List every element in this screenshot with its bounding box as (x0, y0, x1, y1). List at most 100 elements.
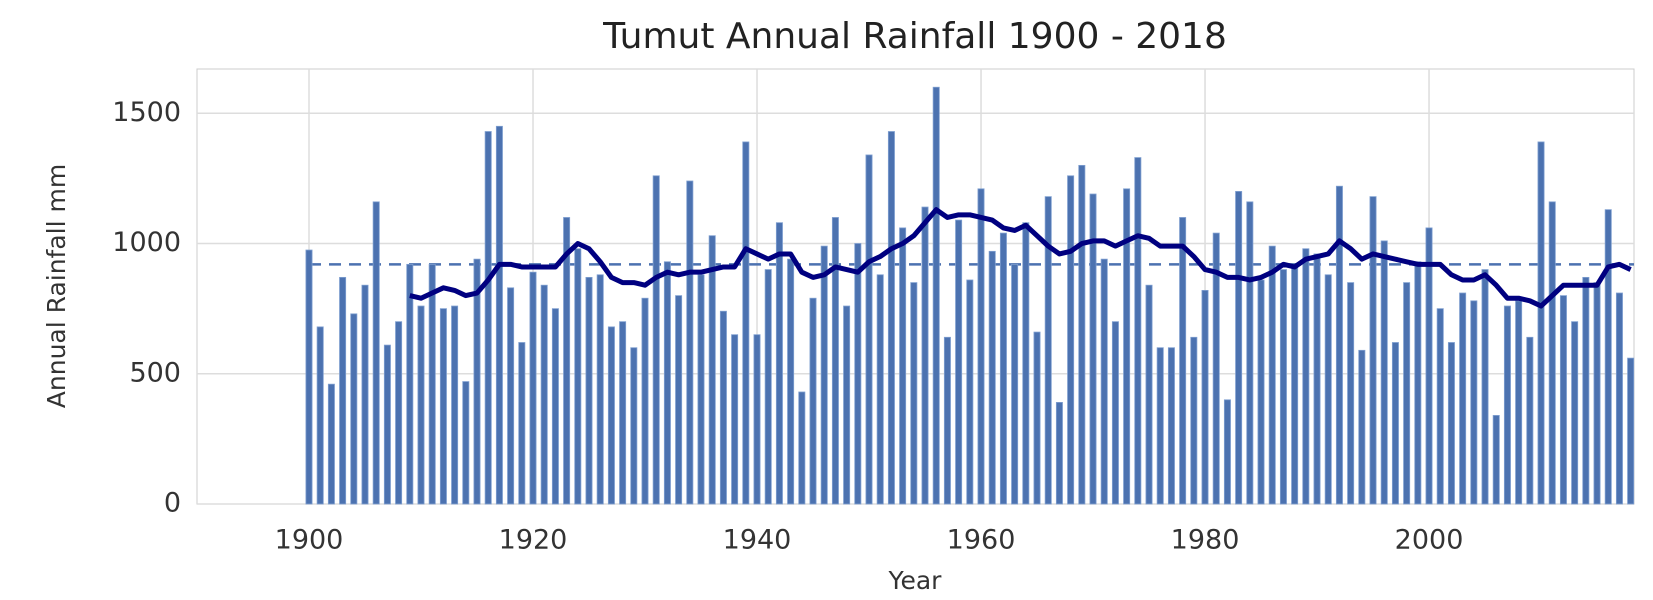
y-tick-label: 1000 (112, 227, 181, 258)
bar (652, 175, 660, 505)
bar (1559, 295, 1567, 505)
moving-average-line (409, 207, 1632, 309)
y-tick-label: 0 (164, 488, 181, 519)
bar (1391, 342, 1399, 505)
bar (630, 347, 638, 505)
bar (1548, 201, 1556, 505)
bar (1179, 217, 1187, 505)
bar (529, 271, 537, 505)
bar (1212, 232, 1220, 505)
bar (1481, 269, 1489, 505)
bar (383, 344, 391, 505)
bar (585, 276, 593, 505)
bar (697, 274, 705, 505)
bar (843, 305, 851, 505)
bar (1246, 201, 1254, 505)
bar (1571, 321, 1579, 505)
bar (1268, 245, 1276, 505)
x-tick-label: 1900 (275, 525, 344, 556)
bar (507, 287, 515, 505)
bar (1447, 342, 1455, 505)
bar (1291, 263, 1299, 505)
bar (1503, 305, 1511, 505)
x-tick-label: 1940 (723, 525, 792, 556)
bar (495, 125, 503, 505)
bar (686, 180, 694, 505)
bar (350, 313, 358, 505)
bar (1515, 300, 1523, 505)
bar (1123, 188, 1131, 505)
bar (999, 232, 1007, 505)
bar (361, 284, 369, 505)
bar (518, 342, 526, 505)
y-tick-label: 1500 (112, 97, 181, 128)
bar (742, 141, 750, 505)
bar (887, 131, 895, 505)
bar (854, 243, 862, 505)
bar (1627, 357, 1635, 505)
x-axis-label: Year (888, 566, 943, 595)
x-tick-label: 1960 (947, 525, 1016, 556)
bar (675, 295, 683, 505)
bar (540, 284, 548, 505)
y-tick-label: 500 (129, 357, 181, 388)
bar (1055, 402, 1063, 505)
x-tick-label: 1980 (1171, 525, 1240, 556)
bar (1089, 193, 1097, 505)
bar (820, 245, 828, 505)
bar (1470, 300, 1478, 505)
bar (339, 276, 347, 505)
bar (1324, 274, 1332, 505)
bar (372, 201, 380, 505)
bar (473, 258, 481, 505)
bar (1167, 347, 1175, 505)
bar (1235, 191, 1243, 505)
bar (943, 336, 951, 505)
bar (910, 282, 918, 505)
bar (876, 274, 884, 505)
bar (831, 217, 839, 505)
bar (1459, 292, 1467, 505)
bar (563, 217, 571, 505)
bar (1044, 196, 1052, 505)
bar (1380, 240, 1388, 505)
y-axis-label: Annual Rainfall mm (42, 164, 71, 408)
bar (1067, 175, 1075, 505)
bar (899, 227, 907, 505)
bar (708, 235, 716, 505)
bar (753, 334, 761, 505)
bar (1111, 321, 1119, 505)
bar (1279, 269, 1287, 505)
bar (574, 248, 582, 505)
bar (395, 321, 403, 505)
bar (484, 131, 492, 505)
bar (417, 305, 425, 505)
bar (1257, 279, 1265, 505)
bar (596, 274, 604, 505)
bar (988, 250, 996, 505)
bar (798, 391, 806, 505)
bar (977, 188, 985, 505)
bar (1582, 276, 1590, 505)
bar (1425, 227, 1433, 505)
bar (1100, 258, 1108, 505)
bar (719, 310, 727, 505)
bar (406, 263, 414, 505)
bar (1436, 308, 1444, 505)
bar (731, 334, 739, 505)
x-tick-label: 2000 (1395, 525, 1464, 556)
bar (1011, 263, 1019, 505)
bar (663, 261, 671, 505)
bar (809, 297, 817, 505)
bar (619, 321, 627, 505)
bar (787, 258, 795, 505)
bar (1313, 253, 1321, 505)
bar (327, 383, 335, 505)
bar (1537, 141, 1545, 505)
bar (1604, 209, 1612, 505)
bar (865, 154, 873, 505)
bar (641, 297, 649, 505)
bar (1022, 222, 1030, 505)
bar (955, 219, 963, 505)
bar (1134, 157, 1142, 505)
